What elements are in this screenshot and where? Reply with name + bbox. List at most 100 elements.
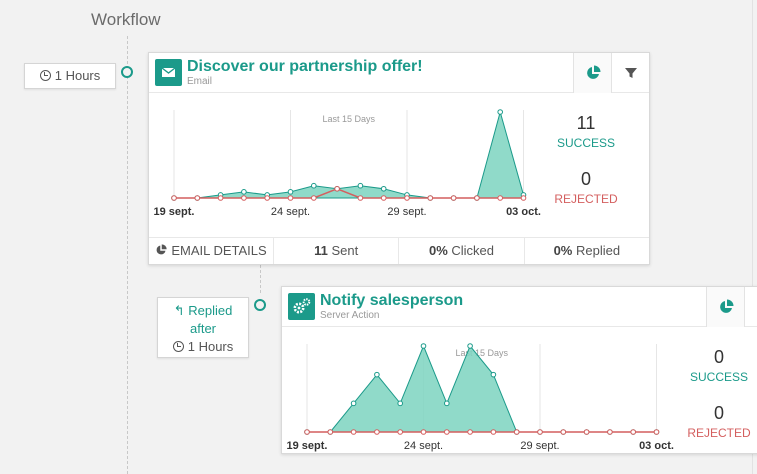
success-point: [287, 189, 294, 195]
filter-button[interactable]: [744, 287, 757, 327]
rejected-point: [264, 195, 270, 201]
success-label: SUCCESS: [556, 136, 615, 150]
rejected-stat: 0 REJECTED: [546, 169, 626, 206]
rejected-point: [171, 195, 177, 201]
trigger-condition: ↰ Replied: [158, 302, 248, 320]
activity-header: Discover our partnership offer! Email: [149, 53, 649, 93]
x-tick-label: 03 oct.: [639, 440, 674, 452]
timeline-node: [121, 66, 133, 78]
rejected-point: [444, 429, 450, 435]
replied-stat[interactable]: 0% Replied: [525, 238, 649, 264]
x-tick-label: 19 sept.: [154, 206, 195, 218]
statistics-button[interactable]: [573, 53, 611, 93]
activity-type: Server Action: [320, 310, 380, 321]
trigger-interval[interactable]: 1 Hours: [24, 63, 116, 89]
success-area: [174, 110, 524, 199]
success-point: [374, 371, 380, 378]
rejected-point: [380, 195, 387, 201]
activity-chart: Last 15 Days 19 sept. 24 sept. 29 sept. 03 o…: [154, 109, 541, 218]
success-area: [307, 344, 657, 433]
success-point: [380, 185, 387, 192]
activity-title[interactable]: Notify salesperson: [320, 292, 464, 309]
rejected-point: [311, 195, 317, 201]
rejected-point: [241, 195, 247, 201]
reply-icon: ↰: [173, 303, 185, 318]
child-connector: [260, 265, 261, 293]
chart-legend: Last 15 Days: [322, 114, 375, 124]
clicked-pct: 0%: [428, 243, 448, 258]
success-point: [241, 189, 247, 195]
rejected-point: [304, 429, 310, 435]
success-point: [490, 371, 497, 378]
success-point: [497, 109, 504, 115]
rejected-point: [520, 195, 527, 201]
rejected-point: [537, 429, 543, 435]
success-count: 11: [576, 113, 596, 133]
success-label: SUCCESS: [689, 370, 748, 384]
rejected-point: [583, 429, 590, 435]
clock-icon: [39, 70, 51, 81]
rejected-stat: 0 REJECTED: [679, 403, 757, 440]
rejected-count: 0: [713, 403, 724, 423]
email-details-button[interactable]: EMAIL DETAILS: [149, 238, 274, 264]
trigger-condition-label: Replied: [188, 303, 233, 318]
pie-chart-icon: [720, 299, 734, 313]
email-details-label: EMAIL DETAILS: [171, 243, 267, 258]
trigger-interval-label: 1 Hours: [187, 339, 234, 354]
x-tick-label: 03 oct.: [506, 206, 541, 218]
rejected-point: [357, 195, 364, 201]
activity-header: Notify salesperson Server Action: [282, 287, 757, 327]
rejected-point: [427, 195, 434, 201]
replied-label: Replied: [575, 243, 621, 258]
success-count: 0: [713, 347, 724, 367]
pie-chart-icon: [156, 244, 167, 255]
trigger-replied[interactable]: ↰ Replied after 1 Hours: [157, 297, 249, 358]
success-point: [467, 343, 473, 349]
rejected-point: [630, 429, 637, 435]
x-tick-label: 29 sept.: [520, 440, 559, 452]
success-point: [350, 400, 357, 407]
workflow-title: Workflow: [91, 10, 161, 29]
rejected-point: [397, 429, 403, 435]
rejected-point: [513, 429, 520, 435]
rejected-point: [404, 195, 410, 201]
filter-button[interactable]: [611, 53, 649, 93]
success-point: [357, 182, 364, 189]
activity-type: Email: [187, 76, 213, 87]
success-stat: 11 SUCCESS: [546, 113, 626, 150]
activity-card-email: Discover our partnership offer! Email La…: [148, 52, 650, 265]
rejected-point: [350, 429, 357, 435]
success-stat: 0 SUCCESS: [679, 347, 757, 384]
rejected-point: [420, 429, 427, 435]
rejected-point: [217, 195, 224, 201]
rejected-point: [490, 429, 497, 435]
rejected-point: [653, 429, 660, 435]
replied-pct: 0%: [553, 243, 573, 258]
rejected-point: [374, 429, 380, 435]
timeline-node: [254, 299, 266, 311]
activity-title[interactable]: Discover our partnership offer!: [187, 58, 423, 75]
statistics-button[interactable]: [706, 287, 744, 327]
x-tick-label: 19 sept.: [287, 440, 328, 452]
sent-stat[interactable]: 11 Sent: [274, 238, 400, 264]
rejected-point: [194, 195, 201, 201]
activity-footer: EMAIL DETAILS 11 Sent 0% Clicked 0% Repl…: [149, 237, 649, 264]
rejected-point: [560, 429, 567, 435]
panel-edge: [752, 0, 753, 474]
clicked-stat[interactable]: 0% Clicked: [399, 238, 525, 264]
rejected-label: REJECTED: [554, 192, 618, 206]
rejected-point: [327, 429, 334, 435]
trigger-interval-label: 1 Hours: [54, 68, 101, 83]
trigger-after-label: after: [189, 321, 216, 336]
rejected-point: [607, 429, 613, 435]
x-tick-label: 29 sept.: [387, 206, 426, 218]
workflow-timeline: [127, 36, 128, 474]
success-point: [397, 400, 403, 407]
x-tick-label: 24 sept.: [271, 206, 310, 218]
rejected-count: 0: [580, 169, 591, 189]
success-point: [444, 400, 450, 407]
clicked-label: Clicked: [451, 243, 495, 258]
email-icon: [155, 59, 182, 86]
rejected-point: [467, 429, 473, 435]
activity-chart: Last 15 Days 19 sept. 24 sept. 29 sept. 03 o…: [287, 343, 674, 452]
